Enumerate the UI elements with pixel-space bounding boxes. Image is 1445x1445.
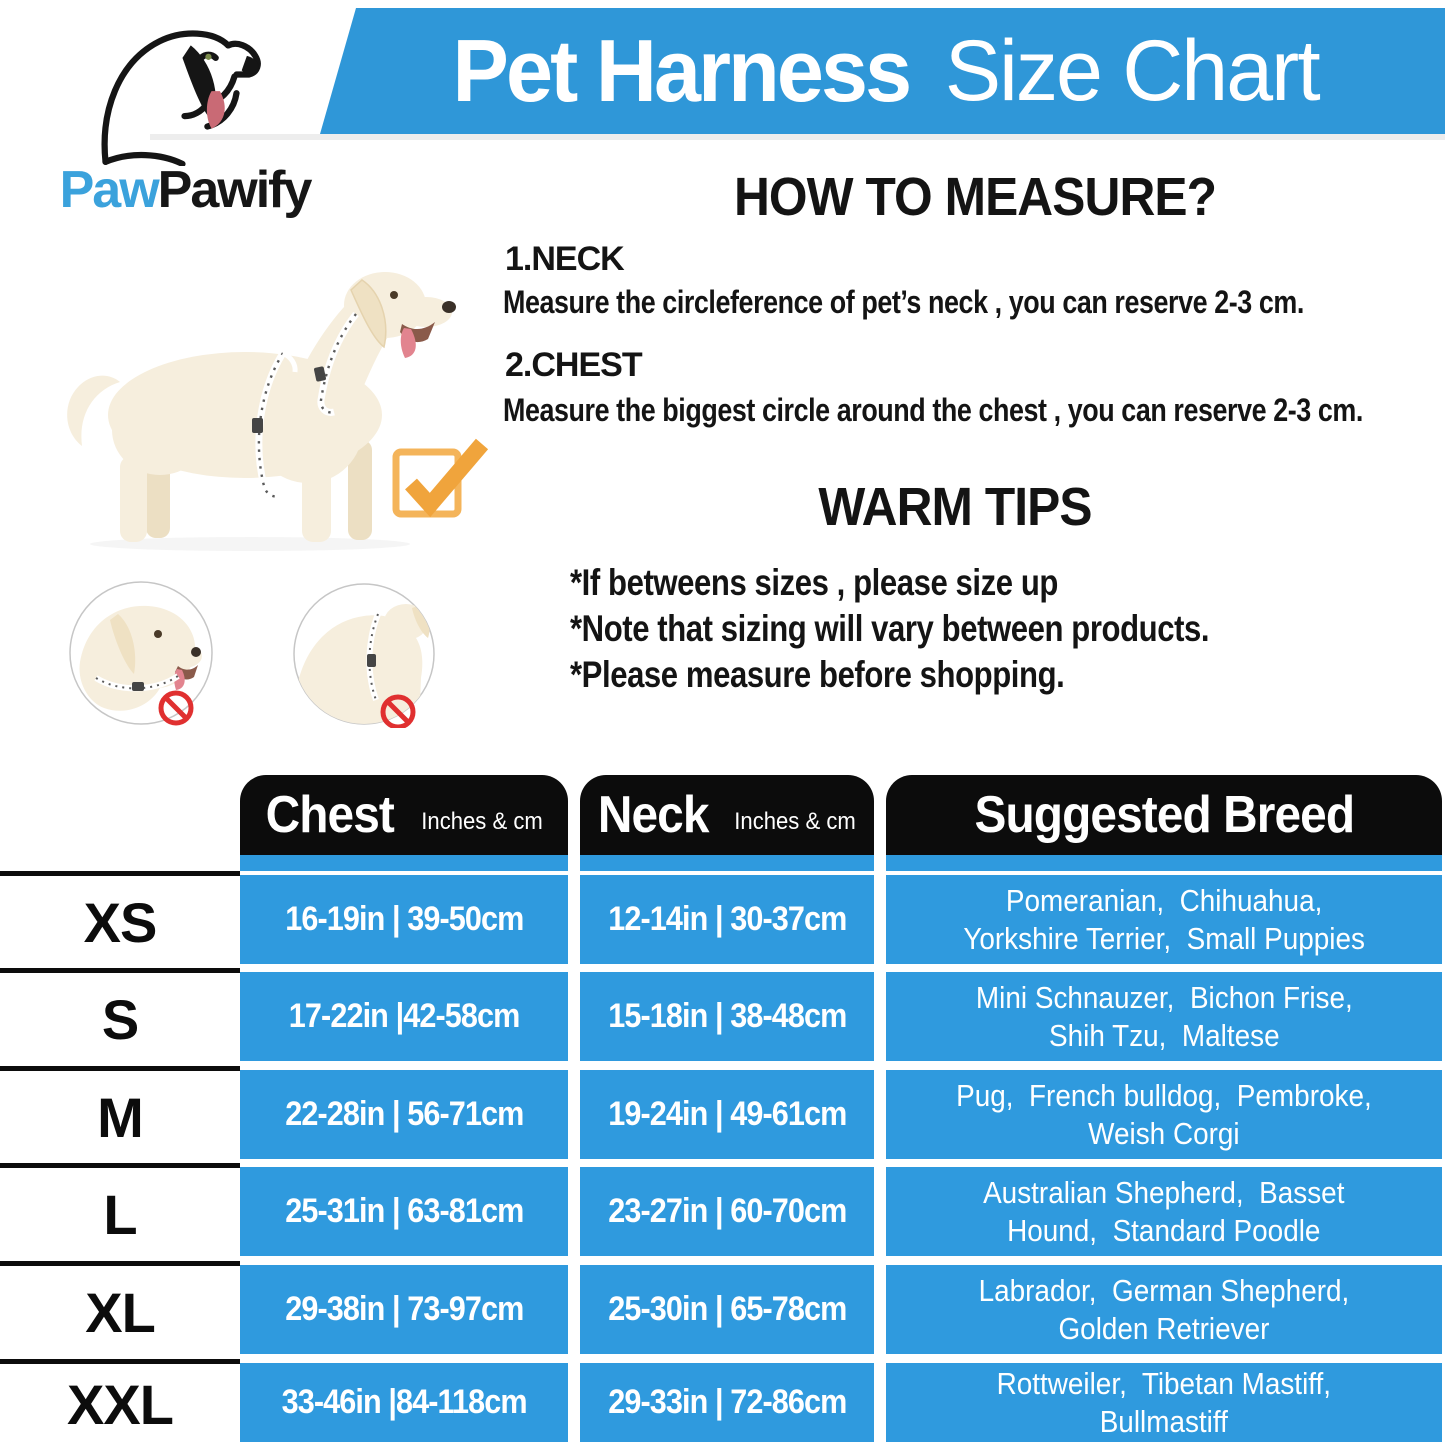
breed-value: Rottweiler, Tibetan Mastiff, Bullmastiff xyxy=(996,1365,1332,1439)
page-title-light: Size Chart xyxy=(944,22,1320,119)
size-label-s: S xyxy=(101,988,139,1051)
title-banner: Pet Harness Size Chart xyxy=(320,8,1445,134)
size-label-xxl: XXL xyxy=(67,1373,174,1436)
chest-cell-xs: 16-19in | 39-50cm xyxy=(240,875,568,964)
breed-cell-s: Mini Schnauzer, Bichon Frise, Shih Tzu, … xyxy=(886,972,1442,1061)
chest-value: 25-31in | 63-81cm xyxy=(284,1192,524,1230)
chest-tape-measure xyxy=(252,350,298,500)
neck-tape-measure xyxy=(314,311,359,416)
column-header-chest: Chest Inches & cm xyxy=(240,775,568,855)
brand-name-black: Pawify xyxy=(157,161,313,219)
warm-tip-1: *If betweens sizes , please size up xyxy=(570,562,1058,603)
no-symbol-icon xyxy=(158,690,194,726)
chest-cell-xxl: 33-46in |84-118cm xyxy=(240,1363,568,1442)
breed-cell-xl: Labrador, German Shepherd, Golden Retrie… xyxy=(886,1265,1442,1354)
breed-header-title: Suggested Breed xyxy=(974,786,1355,844)
chest-value: 17-22in |42-58cm xyxy=(288,997,521,1035)
brand-wordmark: PawPawify xyxy=(35,160,335,220)
dog-eye xyxy=(390,291,398,299)
chest-value: 33-46in |84-118cm xyxy=(281,1383,527,1421)
column-header-neck: Neck Inches & cm xyxy=(580,775,874,855)
neck-value: 25-30in | 65-78cm xyxy=(607,1290,847,1328)
neck-cell-xl: 25-30in | 65-78cm xyxy=(580,1265,874,1354)
dog-photo-illustration xyxy=(67,272,456,551)
no-symbol-icon xyxy=(380,694,416,728)
warm-tips-heading: WARM TIPS xyxy=(818,477,1092,537)
step-neck-label: 1.NECK xyxy=(505,240,625,278)
chest-value: 29-38in | 73-97cm xyxy=(284,1290,524,1328)
row-divider xyxy=(0,968,240,973)
row-divider xyxy=(0,1163,240,1168)
neck-value: 15-18in | 38-48cm xyxy=(607,997,847,1035)
row-divider xyxy=(0,1066,240,1071)
chest-cell-m: 22-28in | 56-71cm xyxy=(240,1070,568,1159)
checkmark-icon xyxy=(392,438,489,518)
brand-name-blue: Paw xyxy=(59,161,160,219)
neck-cell-m: 19-24in | 49-61cm xyxy=(580,1070,874,1159)
neck-cell-xxl: 29-33in | 72-86cm xyxy=(580,1363,874,1442)
dog-tongue xyxy=(400,328,416,358)
column-header-breed: Suggested Breed xyxy=(886,775,1442,855)
neck-cell-xs: 12-14in | 30-37cm xyxy=(580,875,874,964)
step-chest-text: Measure the biggest circle around the ch… xyxy=(503,392,1363,428)
breed-value: Pug, French bulldog, Pembroke, Weish Cor… xyxy=(956,1077,1372,1151)
neck-value: 23-27in | 60-70cm xyxy=(607,1192,847,1230)
logo-nose xyxy=(241,55,259,74)
breed-header-strip xyxy=(886,855,1442,871)
breed-cell-xs: Pomeranian, Chihuahua, Yorkshire Terrier… xyxy=(886,875,1442,964)
neck-cell-l: 23-27in | 60-70cm xyxy=(580,1167,874,1256)
step-chest-label: 2.CHEST xyxy=(505,346,643,384)
row-divider xyxy=(0,871,240,876)
size-label-m: M xyxy=(97,1085,144,1149)
neck-header-unit: Inches & cm xyxy=(734,808,856,835)
logo-eye xyxy=(205,53,212,60)
warm-tip-3: *Please measure before shopping. xyxy=(570,654,1065,695)
dog-nose xyxy=(442,301,456,313)
chest-cell-s: 17-22in |42-58cm xyxy=(240,972,568,1061)
neck-value: 29-33in | 72-86cm xyxy=(607,1383,847,1421)
page-title-bold: Pet Harness xyxy=(452,21,912,120)
chest-value: 22-28in | 56-71cm xyxy=(284,1095,524,1133)
breed-value: Pomeranian, Chihuahua, Yorkshire Terrier… xyxy=(963,882,1365,956)
neck-value: 12-14in | 30-37cm xyxy=(607,900,847,938)
size-label-xs: XS xyxy=(83,890,158,954)
chest-cell-xl: 29-38in | 73-97cm xyxy=(240,1265,568,1354)
dog-ear xyxy=(350,279,387,349)
breed-cell-m: Pug, French bulldog, Pembroke, Weish Cor… xyxy=(886,1070,1442,1159)
neck-value: 19-24in | 49-61cm xyxy=(607,1095,847,1133)
step-neck-text: Measure the circleference of pet’s neck … xyxy=(503,284,1304,320)
neck-cell-s: 15-18in | 38-48cm xyxy=(580,972,874,1061)
chest-value: 16-19in | 39-50cm xyxy=(284,900,524,938)
neck-header-title: Neck xyxy=(597,786,710,844)
chest-header-title: Chest xyxy=(265,786,395,844)
wrong-neck-example-image xyxy=(69,581,213,726)
warm-tip-2: *Note that sizing will vary between prod… xyxy=(570,608,1210,649)
banner-shadow xyxy=(150,134,1445,140)
chest-header-strip xyxy=(240,855,568,871)
size-label-l: L xyxy=(103,1183,137,1246)
neck-header-strip xyxy=(580,855,874,871)
how-to-measure-heading: HOW TO MEASURE? xyxy=(733,167,1217,227)
breed-cell-xxl: Rottweiler, Tibetan Mastiff, Bullmastiff xyxy=(886,1363,1442,1442)
breed-cell-l: Australian Shepherd, Basset Hound, Stand… xyxy=(886,1167,1442,1256)
chest-cell-l: 25-31in | 63-81cm xyxy=(240,1167,568,1256)
breed-value: Mini Schnauzer, Bichon Frise, Shih Tzu, … xyxy=(975,979,1353,1053)
dog-head-logo-icon xyxy=(101,30,261,166)
chest-header-unit: Inches & cm xyxy=(421,808,543,835)
wrong-back-example-image xyxy=(293,583,435,728)
breed-value: Australian Shepherd, Basset Hound, Stand… xyxy=(983,1174,1345,1248)
logo-tongue xyxy=(206,91,225,129)
size-label-xl: XL xyxy=(85,1281,156,1344)
breed-value: Labrador, German Shepherd, Golden Retrie… xyxy=(978,1272,1350,1346)
row-divider xyxy=(0,1261,240,1266)
row-divider xyxy=(0,1359,240,1364)
